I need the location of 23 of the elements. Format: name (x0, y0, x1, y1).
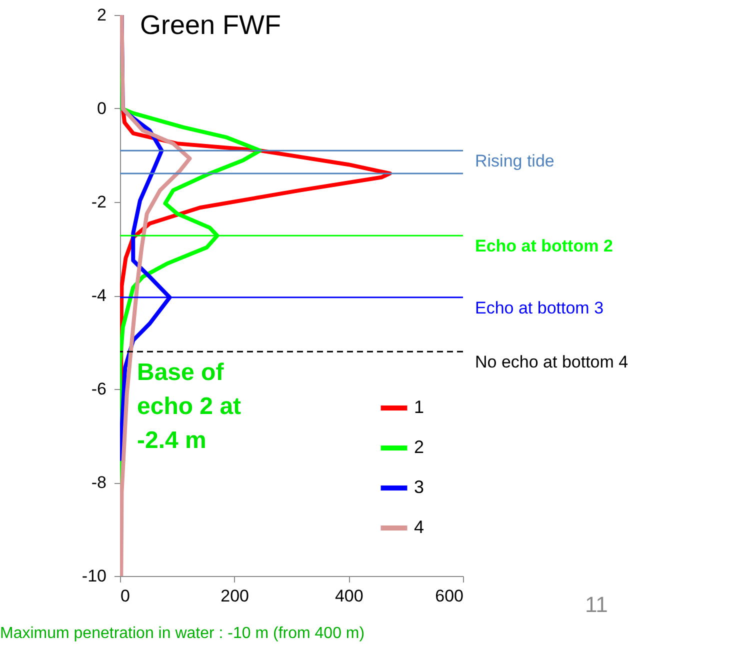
x-tick-label: 600 (435, 586, 464, 606)
x-tick-label: 0 (120, 586, 130, 606)
text: 11 (585, 592, 608, 618)
ref-line-label: No echo at bottom 4 (475, 352, 628, 372)
legend-label: 1 (414, 397, 424, 417)
legend-label: 3 (414, 477, 424, 497)
ref-line-label: Echo at bottom 3 (475, 298, 604, 318)
annotation: Base of echo 2 at -2.4 m (137, 358, 242, 456)
y-tick-label: 0 (97, 99, 106, 118)
ref-line-label: Echo at bottom 2 (475, 236, 613, 256)
legend-label: 2 (414, 437, 424, 457)
y-tick-label: -2 (91, 192, 106, 212)
y-tick-label: -4 (91, 286, 106, 305)
y-tick-label: -6 (91, 380, 106, 398)
y-tick-label: -10 (82, 566, 106, 586)
chart-title: Green FWF (140, 10, 282, 41)
x-tick-label: 400 (334, 586, 364, 606)
legend-label: 4 (414, 517, 424, 537)
y-tick-label: -8 (91, 473, 106, 492)
x-tick-label: 200 (220, 586, 250, 606)
text: Maximum penetration in water : -10 m (from 400 m) (0, 625, 365, 643)
ref-line-label: Rising tide (475, 152, 554, 171)
y-tick-label: 2 (97, 6, 106, 24)
